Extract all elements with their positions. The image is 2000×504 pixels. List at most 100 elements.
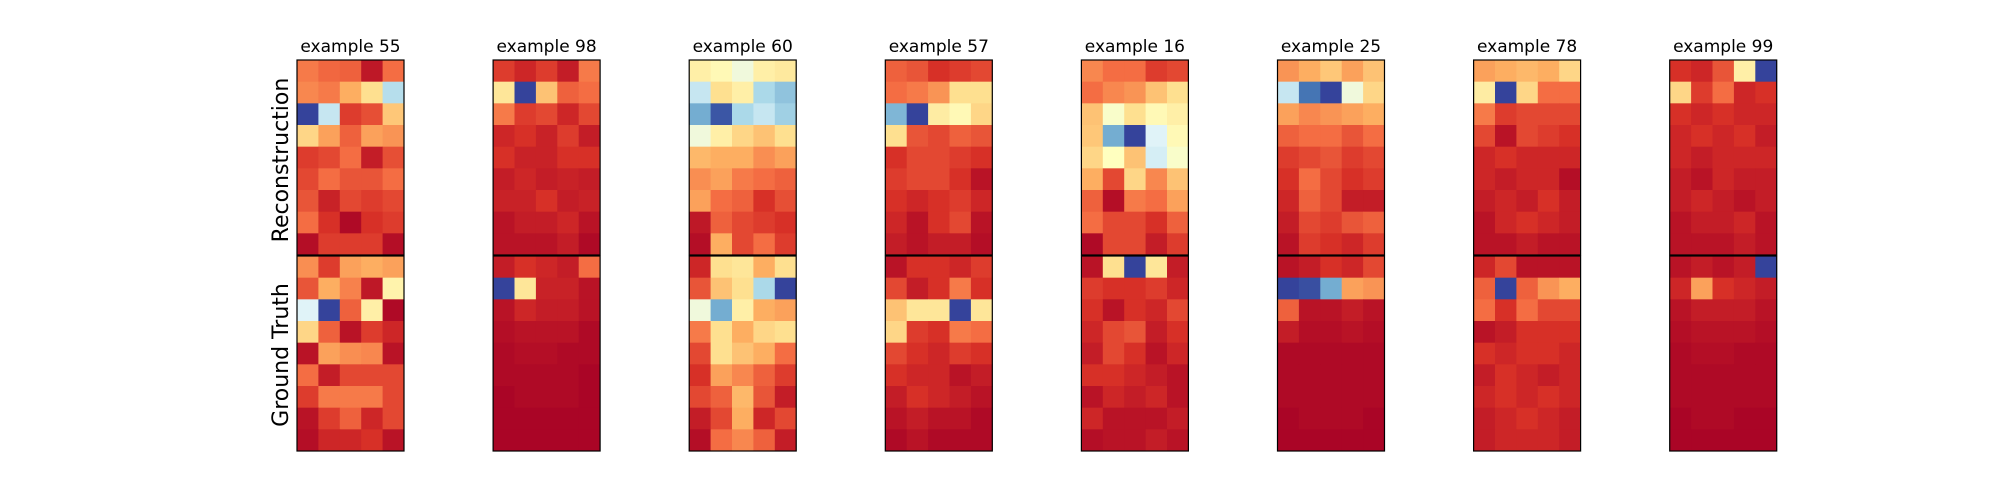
heatmap-cell (535, 429, 558, 452)
heatmap-cell (535, 364, 558, 387)
heatmap-cell (493, 407, 515, 430)
heatmap-cell (928, 256, 950, 279)
heatmap-cell (1363, 429, 1385, 452)
heatmap-cell (493, 168, 515, 191)
panels: example 55 example 98 example 60 example 57… (296, 37, 1778, 452)
heatmap-cell (1124, 146, 1146, 169)
heatmap-cell (949, 364, 972, 387)
heatmap-cell (1733, 386, 1756, 409)
heatmap-cell (1102, 168, 1125, 191)
heatmap-cell (949, 60, 972, 83)
heatmap-cell (885, 168, 908, 191)
heatmap-cell (339, 146, 362, 169)
heatmap-cell (1298, 146, 1321, 169)
heatmap-cell (1733, 256, 1756, 279)
heatmap-cell (710, 146, 733, 169)
heatmap-cell (1733, 125, 1756, 148)
heatmap-cell (1755, 364, 1778, 387)
heatmap-cell (1363, 299, 1385, 322)
heatmap-cell (1124, 168, 1146, 191)
heatmap-cell (1341, 299, 1364, 322)
heatmap-cell (928, 125, 950, 148)
row-label-ground-truth: Ground Truth (269, 283, 294, 427)
heatmap-cell (514, 321, 537, 344)
heatmap-cell (339, 256, 362, 279)
panel-title: example 99 (1673, 37, 1773, 57)
heatmap-cell (1363, 103, 1385, 126)
heatmap-cell (689, 125, 711, 148)
heatmap-cell (1473, 103, 1496, 126)
heatmap-cell (1537, 168, 1560, 191)
heatmap-cell (753, 103, 776, 126)
heatmap-cell (1537, 342, 1560, 365)
heatmap-cell (1755, 256, 1778, 279)
heatmap-cell (514, 277, 537, 300)
heatmap-cell (297, 81, 319, 104)
heatmap-cell (1712, 256, 1735, 279)
heatmap-cell (361, 211, 383, 234)
heatmap-cell (1733, 342, 1756, 365)
heatmap-cell (1320, 211, 1343, 234)
heatmap-cell (774, 321, 797, 344)
heatmap-cell (689, 342, 711, 365)
heatmap-cell (1473, 211, 1496, 234)
heatmap-cell (1145, 125, 1168, 148)
heatmap-cell (297, 429, 319, 452)
heatmap-cell (753, 168, 776, 191)
heatmap-cell (297, 190, 319, 213)
heatmap-cell (906, 103, 929, 126)
heatmap-cell (493, 364, 515, 387)
panel-title: example 98 (496, 37, 596, 57)
heatmap-cell (339, 60, 362, 83)
heatmap-cell (1124, 277, 1146, 300)
heatmap-cell (885, 364, 908, 387)
heatmap-cell (1363, 386, 1385, 409)
heatmap-cell (1320, 364, 1343, 387)
heatmap-cell (382, 211, 405, 234)
heatmap-cell (1473, 429, 1496, 452)
heatmap-cell (1124, 429, 1146, 452)
heatmap-cell (578, 386, 601, 409)
heatmap-cell (1145, 342, 1168, 365)
heatmap-cell (1669, 60, 1692, 83)
heatmap-cell (1473, 81, 1496, 104)
heatmap-cell (1733, 60, 1756, 83)
heatmap-cell (1712, 429, 1735, 452)
heatmap-cell (557, 364, 580, 387)
heatmap-cell (753, 211, 776, 234)
heatmap-cell (514, 233, 537, 256)
heatmap-cell (297, 60, 319, 83)
heatmap-cell (1167, 168, 1189, 191)
heatmap-cell (1167, 277, 1189, 300)
heatmap-cell (1537, 407, 1560, 430)
heatmap-cell (514, 190, 537, 213)
heatmap-cell (339, 168, 362, 191)
heatmap-cell (1298, 211, 1321, 234)
heatmap-cell (318, 233, 341, 256)
heatmap-cell (1473, 168, 1496, 191)
heatmap-cell (1516, 211, 1539, 234)
heatmap-cell (382, 190, 405, 213)
heatmap-cell (578, 429, 601, 452)
heatmap-cell (1473, 125, 1496, 148)
heatmap-cell (535, 342, 558, 365)
heatmap-cell (1755, 386, 1778, 409)
heatmap-cell (970, 125, 993, 148)
heatmap-cell (1102, 407, 1125, 430)
heatmap-cell (382, 342, 405, 365)
heatmap-cell (928, 277, 950, 300)
heatmap-cell (557, 168, 580, 191)
heatmap-cell (1669, 429, 1692, 452)
heatmap-cell (382, 386, 405, 409)
heatmap-cell (339, 125, 362, 148)
heatmap-cell (1669, 233, 1692, 256)
heatmap-cell (1733, 211, 1756, 234)
heatmap-cell (970, 146, 993, 169)
heatmap-cell (710, 407, 733, 430)
heatmap-cell (710, 211, 733, 234)
heatmap-cell (1363, 233, 1385, 256)
heatmap-cell (1124, 299, 1146, 322)
heatmap-cell (1145, 386, 1168, 409)
heatmap-cell (578, 81, 601, 104)
heatmap-cell (1516, 386, 1539, 409)
